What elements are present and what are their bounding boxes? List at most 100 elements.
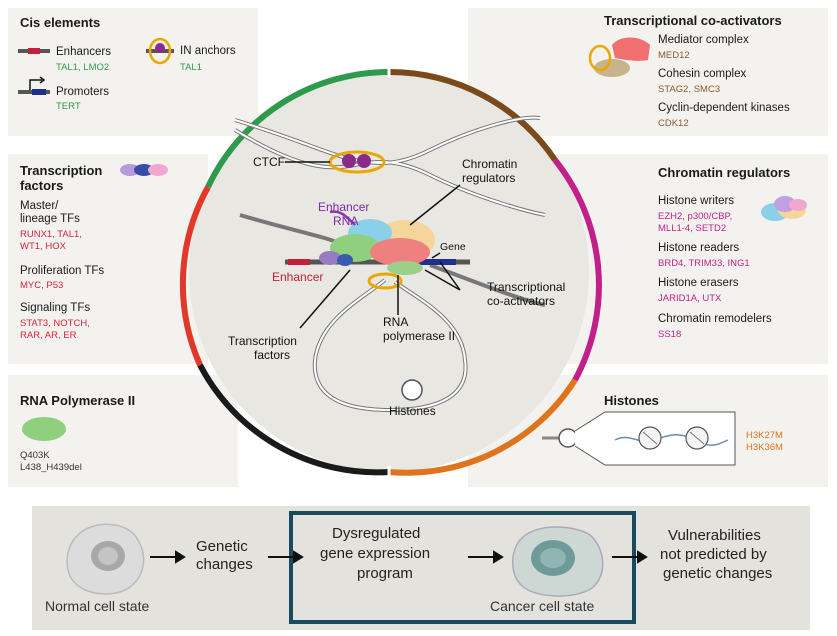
histone-writers-label: Histone writers <box>658 195 735 207</box>
polii-icon <box>22 417 66 441</box>
master-tfs-examples-line2: WT1, HOX <box>20 241 66 252</box>
promoters-examples: TERT <box>56 101 81 112</box>
in-anchors-examples: TAL1 <box>180 62 203 73</box>
chromatin-remodelers-label: Chromatin remodelers <box>658 313 772 325</box>
cohesin-label: Cohesin complex <box>658 68 747 80</box>
master-tfs-line1: Master/ <box>20 200 59 212</box>
flow-panel <box>32 506 810 630</box>
promoters-label: Promoters <box>56 86 110 98</box>
normal-cell-label: Normal cell state <box>45 598 150 614</box>
dysregulated-line3: program <box>357 565 413 582</box>
ctcf-bead-2 <box>357 154 371 168</box>
histones-icon <box>542 411 736 466</box>
histone-erasers-examples: JARID1A, UTX <box>658 293 722 304</box>
enhancer-segment <box>288 259 310 265</box>
in-anchor-icon <box>146 37 174 65</box>
normal-cell-icon <box>66 523 145 595</box>
arc-red <box>179 185 211 367</box>
cis-elements-title: Cis elements <box>20 15 101 30</box>
gene-label: Gene <box>440 241 466 253</box>
histone-bead <box>401 379 423 401</box>
enhancers-label: Enhancers <box>56 46 111 58</box>
tf-center-label-1: Transcription <box>228 334 297 348</box>
coactivators-center-label-1: Transcriptional <box>487 280 566 294</box>
mediator-examples: MED12 <box>658 50 690 61</box>
blob-tf-blue <box>337 254 353 266</box>
histone-readers-label: Histone readers <box>658 242 740 254</box>
tf-center-label-2: factors <box>254 348 291 362</box>
center-circle-bg <box>189 72 589 472</box>
arc-brown <box>388 68 558 162</box>
proliferation-tfs-examples: MYC, P53 <box>20 280 64 291</box>
chromatin-fiber-inner <box>234 116 546 412</box>
blob-mediator <box>370 238 430 266</box>
arc-magenta <box>552 158 602 382</box>
signaling-tfs-examples-line1: STAT3, NOTCH, <box>20 318 90 329</box>
polii-mutation-2: L438_H439del <box>20 462 82 473</box>
polii-center-label-2: polymerase II <box>383 329 456 343</box>
vulnerabilities-line2: not predicted by <box>660 546 767 563</box>
histone-mutation-2: H3K36M <box>746 442 783 453</box>
vulnerabilities-line1: Vulnerabilities <box>668 527 761 544</box>
in-anchors-label: IN anchors <box>180 45 236 57</box>
coactivators-panel <box>468 8 828 136</box>
gene-segment <box>420 259 456 265</box>
histone-readers-examples: BRD4, TRIM33, ING1 <box>658 258 750 269</box>
signaling-tfs-label: Signaling TFs <box>20 302 91 314</box>
master-tfs-line2: lineage TFs <box>20 213 80 225</box>
ctcf-label: CTCF <box>253 155 285 169</box>
tf-beads-icon <box>120 164 168 176</box>
mediator-label: Mediator complex <box>658 34 749 46</box>
cis-elements-panel <box>8 8 258 136</box>
mediator-icon <box>588 37 650 77</box>
histones-center-label: Histones <box>389 404 436 418</box>
enhancers-examples: TAL1, LMO2 <box>56 62 110 73</box>
enhancer-icon <box>18 48 50 54</box>
chromatin-regulators-center-label-2: regulators <box>462 171 516 185</box>
arc-green <box>205 69 390 189</box>
genetic-changes-line2: changes <box>196 556 253 573</box>
cdk-examples: CDK12 <box>658 118 689 129</box>
histones-title: Histones <box>604 393 659 408</box>
flow-arrows <box>150 550 648 564</box>
histone-mutation-1: H3K27M <box>746 430 783 441</box>
cohesin-examples: STAG2, SMC3 <box>658 84 721 95</box>
histone-writers-examples-line2: MLL1-4, SETD2 <box>658 223 727 234</box>
promoter-icon <box>18 76 50 95</box>
coactivators-title: Transcriptional co-activators <box>604 13 782 28</box>
enhancer-rna-strand <box>329 210 356 226</box>
dysregulated-line2: gene expression <box>320 545 431 562</box>
arc-orange <box>388 378 578 476</box>
arc-black <box>197 363 390 476</box>
master-tfs-examples-line1: RUNX1, TAL1, <box>20 229 82 240</box>
cohesin-ring <box>367 272 403 290</box>
enhancer-rna-label-2: RNA <box>333 214 359 228</box>
chromatin-regulators-center-label-1: Chromatin <box>462 157 518 171</box>
tf-title-line2: factors <box>20 178 64 193</box>
center-pointers <box>299 184 461 329</box>
proliferation-tfs-label: Proliferation TFs <box>20 265 105 277</box>
dysregulated-line1: Dysregulated <box>332 525 421 542</box>
polii-title: RNA Polymerase II <box>20 393 136 408</box>
blob-tf-purple <box>319 251 341 265</box>
vulnerabilities-line3: genetic changes <box>663 565 773 582</box>
cancer-cell-label: Cancer cell state <box>490 598 595 614</box>
ctcf-bead-1 <box>342 154 356 168</box>
blob-polii <box>387 261 423 275</box>
chromatin-regulators-icon <box>761 196 807 221</box>
chromatin-remodelers-examples: SS18 <box>658 329 682 340</box>
cancer-cell-icon <box>512 526 604 597</box>
enhancer-rna-label-1: Enhancer <box>318 200 370 214</box>
enhancer-center-label: Enhancer <box>272 270 324 284</box>
dysregulated-box <box>289 511 636 624</box>
signaling-tfs-examples-line2: RAR, AR, ER <box>20 330 77 341</box>
cdk-label: Cyclin-dependent kinases <box>658 102 790 114</box>
coactivators-center-label-2: co-activators <box>487 294 556 308</box>
tf-title-line1: Transcription <box>20 163 103 178</box>
chromatin-regulators-title: Chromatin regulators <box>658 165 791 180</box>
transcription-factors-panel <box>8 154 208 364</box>
histone-writers-examples-line1: EZH2, p300/CBP, <box>658 211 733 222</box>
genetic-changes-line1: Genetic <box>196 538 248 555</box>
polii-mutation-1: Q403K <box>20 450 50 461</box>
